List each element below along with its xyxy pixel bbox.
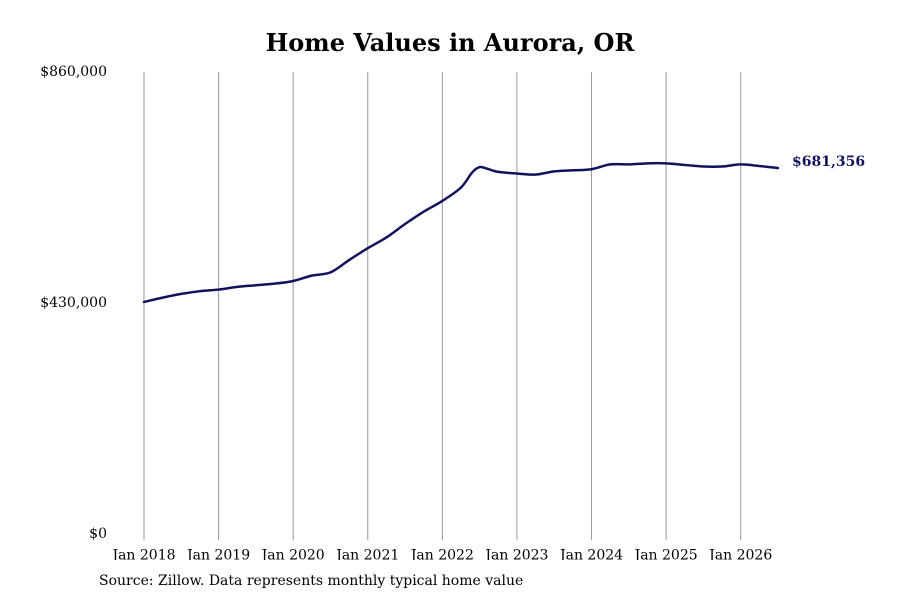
- y-tick-label: $0: [89, 526, 107, 542]
- x-tick-label: Jan 2025: [633, 548, 698, 560]
- series-line-0: [142, 161, 780, 304]
- x-tick-label: Jan 2024: [558, 548, 623, 560]
- end-value-label: $681,356: [792, 154, 865, 170]
- end-labels: $681,356: [792, 154, 865, 170]
- line-chart: $0$430,000$860,000 Jan 2018 Jan 2019 Jan 2…: [40, 64, 865, 560]
- y-axis: $0 $430,000 $860,000: [40, 64, 107, 542]
- x-tick-label: Jan 2022: [409, 548, 474, 560]
- x-tick-label: Jan 2018: [110, 548, 175, 560]
- x-tick-label: Jan 2020: [260, 548, 325, 560]
- chart-title: Home Values in Aurora, OR: [265, 28, 635, 57]
- grid-lines: [143, 72, 742, 540]
- x-tick-label: Jan 2023: [483, 548, 548, 560]
- x-tick-label: Jan 2019: [185, 548, 250, 560]
- y-tick-label: $430,000: [40, 295, 107, 311]
- x-axis: Jan 2018 Jan 2019 Jan 2020 Jan 2021 Jan 2022…: [110, 548, 772, 560]
- x-tick-label: Jan 2021: [334, 548, 399, 560]
- source-note: Source: Zillow. Data represents monthly …: [99, 573, 524, 589]
- series-layer: [142, 161, 780, 304]
- x-tick-label: Jan 2026: [707, 548, 772, 560]
- y-tick-label: $860,000: [40, 64, 107, 80]
